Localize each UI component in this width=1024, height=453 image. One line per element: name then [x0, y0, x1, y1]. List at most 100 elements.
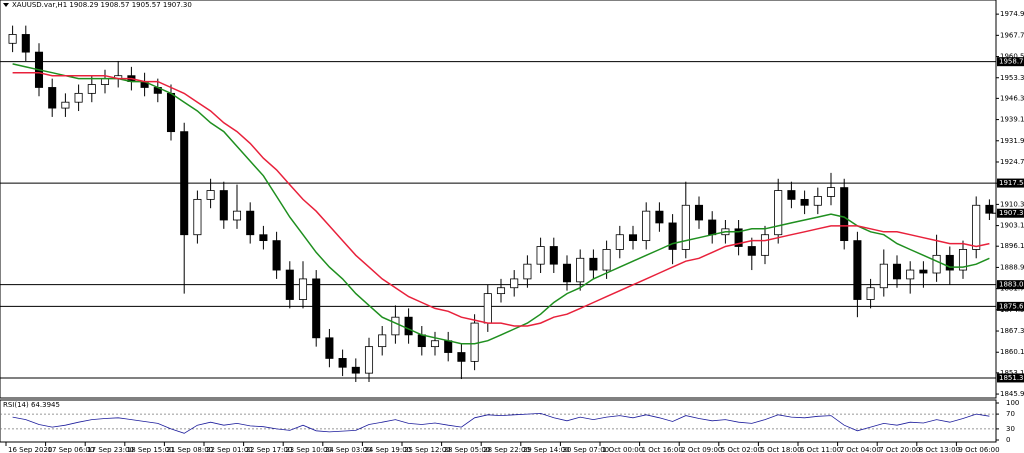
candle-body	[272, 240, 281, 271]
y-tick-label: 1946.30	[1000, 94, 1024, 102]
candle-body	[576, 257, 585, 283]
candle-body	[840, 187, 849, 242]
candle-body	[668, 222, 677, 250]
candle-body	[219, 190, 228, 221]
candle-body	[87, 84, 96, 94]
x-tick-label: 5 Oct 02:00	[721, 446, 762, 453]
rsi-header: RSI(14) 64.3945	[3, 401, 60, 409]
candle-body	[642, 210, 651, 242]
candle-body	[61, 101, 70, 109]
candle-body	[945, 254, 954, 271]
candle-body	[628, 234, 638, 242]
candle-body	[180, 131, 189, 236]
candle-body	[708, 219, 717, 236]
candle-body	[417, 334, 426, 348]
y-tick-label: 1924.70	[1000, 158, 1024, 166]
y-tick-label: 1888.90	[1000, 263, 1024, 271]
candle-body	[325, 337, 334, 359]
candle-body	[958, 249, 968, 271]
candle-body	[536, 246, 545, 265]
x-tick-label: 22 Sep 17:00	[246, 446, 293, 453]
candle-body	[760, 234, 770, 256]
candle-body	[338, 358, 347, 368]
x-tick-label: 17 Sep 23:00	[87, 446, 134, 453]
x-tick-label: 9 Oct 06:00	[958, 446, 999, 453]
candle-body	[747, 246, 756, 256]
rsi-line	[12, 412, 990, 434]
candle-body	[193, 198, 202, 236]
candle-body	[972, 204, 981, 250]
y-tick-label: 1939.10	[1000, 116, 1024, 124]
rsi-tick-label: 70	[1006, 410, 1015, 418]
candle-body	[589, 257, 598, 271]
x-tick-label: 8 Oct 13:00	[919, 446, 960, 453]
y-tick-label: 1853.10	[1000, 369, 1024, 377]
level-label-box	[997, 280, 1024, 290]
candle-body	[562, 263, 572, 283]
candle-body	[892, 263, 902, 280]
level-label-box	[997, 57, 1024, 67]
candle-body	[430, 340, 440, 348]
candle-body	[8, 34, 17, 44]
level-label-box	[997, 178, 1024, 188]
candle-body	[496, 287, 506, 295]
y-tick-label: 1896.10	[1000, 242, 1024, 250]
candle-body	[826, 187, 836, 197]
chart-header: XAUUSD.var,H1 1908.29 1908.57 1905.57 19…	[12, 1, 192, 9]
candle-body	[602, 249, 611, 271]
candle-body	[813, 196, 822, 206]
candle-body	[483, 293, 492, 324]
x-tick-label: 18 Sep 15:00	[127, 446, 174, 453]
candle-body	[457, 352, 466, 362]
moving-average	[12, 71, 990, 327]
x-tick-label: 28 Sep 22:00	[483, 446, 530, 453]
rsi-tick-label: 30	[1006, 425, 1015, 433]
x-tick-label: 17 Sep 06:00	[48, 446, 95, 453]
rsi-pane	[0, 399, 997, 443]
y-tick-label: 1960.50	[1000, 53, 1024, 61]
candle-body	[404, 316, 413, 336]
y-tick-label: 1903.10	[1000, 222, 1024, 230]
x-tick-label: 29 Sep 14:00	[523, 446, 570, 453]
x-tick-label: 28 Sep 05:00	[444, 446, 491, 453]
y-tick-label: 1867.30	[1000, 327, 1024, 335]
x-tick-label: 22 Sep 01:00	[206, 446, 253, 453]
x-tick-label: 7 Oct 04:00	[840, 446, 881, 453]
rsi-name: RSI(14)	[3, 401, 29, 409]
candle-body	[444, 340, 453, 353]
x-tick-label: 1 Oct 00:00	[602, 446, 643, 453]
y-tick-label: 1931.90	[1000, 137, 1024, 145]
candle-body	[378, 334, 387, 348]
x-tick-label: 7 Oct 20:00	[879, 446, 920, 453]
y-tick-label: 1845.90	[1000, 390, 1024, 398]
candle-body	[919, 269, 928, 274]
x-tick-label: 1 Oct 16:00	[642, 446, 683, 453]
candle-body	[298, 278, 308, 300]
y-tick-label: 1974.90	[1000, 10, 1024, 18]
x-tick-label: 5 Oct 18:00	[760, 446, 801, 453]
y-tick-label: 1967.70	[1000, 31, 1024, 39]
candle-body	[285, 269, 294, 300]
candle-body	[906, 269, 915, 280]
y-tick-label: 1953.30	[1000, 74, 1024, 82]
x-tick-label: 2 Oct 09:00	[681, 446, 722, 453]
candle-body	[21, 34, 30, 53]
x-tick-label: 16 Sep 2020	[8, 446, 52, 453]
x-tick-label: 24 Sep 19:00	[364, 446, 411, 453]
rsi-value: 64.3945	[31, 401, 60, 409]
level-label: 1851.37	[999, 374, 1024, 382]
candle-body	[694, 204, 704, 221]
x-tick-label: 6 Oct 11:00	[800, 446, 841, 453]
current-price-label: 1907.30	[999, 209, 1024, 217]
level-label: 1883.05	[999, 281, 1024, 289]
level-label: 1917.54	[999, 179, 1024, 187]
level-label: 1875.67	[999, 302, 1024, 310]
candle-body	[364, 346, 374, 374]
candle-body	[166, 92, 176, 133]
candle-body	[774, 190, 783, 236]
candle-body	[615, 234, 624, 250]
candle-body	[853, 240, 862, 300]
candle-body	[312, 278, 321, 339]
